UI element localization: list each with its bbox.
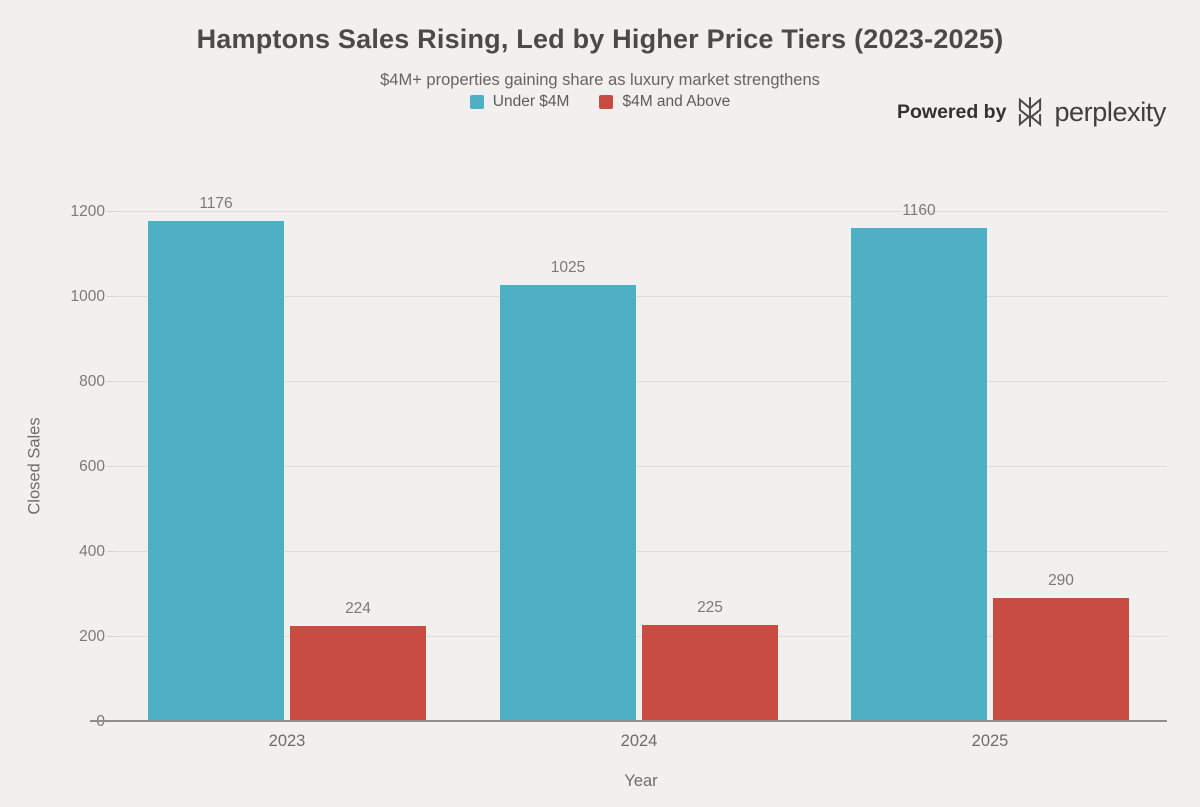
legend-item-under-4m: Under $4M bbox=[469, 93, 570, 111]
bar-value-label: 1025 bbox=[550, 259, 586, 277]
bar-value-label: 290 bbox=[1048, 571, 1074, 589]
gridline-400 bbox=[107, 551, 1167, 553]
gridline-1000 bbox=[107, 296, 1167, 297]
powered-by-badge: Powered by perplexity bbox=[897, 95, 1166, 129]
y-tick-label: 1200 bbox=[70, 202, 105, 220]
bar-group-2023: 1176 224 bbox=[148, 196, 426, 721]
brand-name: perplexity bbox=[1054, 96, 1166, 127]
bar-chart-plot-area: 1176 224 1025 225 1160 290 2023 2024 202… bbox=[90, 196, 1167, 750]
bar-value-label: 1176 bbox=[199, 195, 233, 213]
y-tick-label: 400 bbox=[79, 542, 105, 560]
bar-4m-above-2023: 224 bbox=[290, 601, 426, 721]
y-tick-label: 600 bbox=[79, 457, 105, 475]
powered-by-label: Powered by bbox=[896, 100, 1007, 123]
y-tick-label: 1000 bbox=[70, 287, 105, 305]
gridline-200 bbox=[107, 636, 1167, 638]
bar-group-2025: 1160 290 bbox=[851, 203, 1129, 721]
bar-4m-above-2025: 290 bbox=[993, 573, 1129, 721]
legend: Under $4M $4M and Above bbox=[0, 93, 1200, 111]
bar-4m-above-2024: 225 bbox=[642, 600, 778, 721]
bar-under-4m-2023: 1176 bbox=[148, 196, 284, 721]
bar-under-4m-2024: 1025 bbox=[500, 260, 636, 721]
chart-subtitle: $4M+ properties gaining share as luxury … bbox=[380, 71, 820, 89]
legend-item-4m-above: $4M and Above bbox=[599, 93, 730, 111]
x-axis-line bbox=[90, 720, 1167, 722]
bar-value-label: 1160 bbox=[902, 202, 936, 219]
bar-value-label: 224 bbox=[345, 599, 371, 617]
legend-swatch-4m-above bbox=[599, 95, 614, 109]
bar-value-label: 225 bbox=[697, 599, 723, 617]
bar-under-4m-2025: 1160 bbox=[851, 203, 987, 721]
gridline-600 bbox=[107, 466, 1167, 467]
y-tick-label: 800 bbox=[79, 372, 105, 390]
gridline-800 bbox=[107, 381, 1167, 383]
perplexity-logo-icon bbox=[1019, 97, 1042, 127]
gridline-1200 bbox=[107, 211, 1167, 212]
chart-title: Hamptons Sales Rising, Led by Higher Pri… bbox=[196, 24, 1004, 54]
y-axis-tick-labels: 0 200 400 600 800 1000 1200 bbox=[0, 203, 105, 728]
y-tick-label: 200 bbox=[79, 627, 105, 645]
x-tick-label-2023: 2023 bbox=[268, 732, 306, 750]
x-axis-title: Year bbox=[624, 772, 658, 790]
x-tick-label-2024: 2024 bbox=[620, 732, 658, 750]
x-tick-label-2025: 2025 bbox=[971, 732, 1009, 750]
legend-swatch-under-4m bbox=[469, 95, 484, 109]
legend-label-4m-above: $4M and Above bbox=[622, 93, 731, 110]
legend-label-under-4m: Under $4M bbox=[492, 93, 570, 110]
bar-group-2024: 1025 225 bbox=[500, 211, 778, 721]
